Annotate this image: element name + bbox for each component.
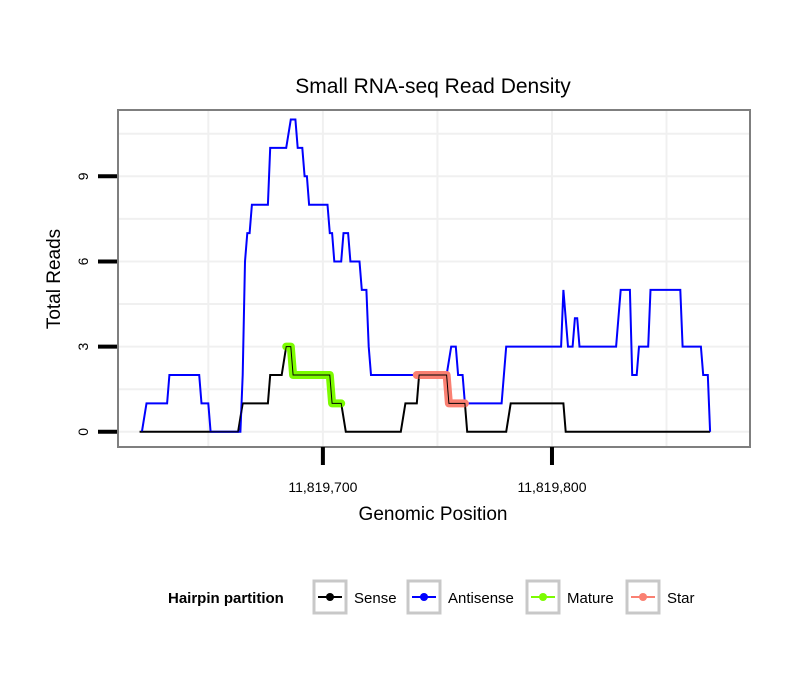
legend-item-sense: Sense — [312, 579, 397, 615]
axis-ticks: 11,819,700 11,819,800 0 3 6 9 — [75, 172, 587, 495]
chart-title: Small RNA-seq Read Density — [295, 75, 571, 98]
plot-border — [117, 109, 751, 448]
series-layer — [139, 118, 712, 433]
legend-label: Sense — [354, 590, 397, 607]
grid-lines — [119, 111, 749, 446]
legend-item-antisense: Antisense — [406, 579, 514, 615]
x-axis-label: Genomic Position — [359, 504, 508, 525]
y-tick-label: 0 — [75, 428, 91, 436]
y-tick-label: 3 — [75, 342, 91, 350]
legend: Hairpin partition Sense Antisense Mature Sta… — [168, 579, 695, 615]
legend-item-star: Star — [625, 579, 695, 615]
legend-item-mature: Mature — [525, 579, 614, 615]
legend-label: Star — [667, 590, 695, 607]
y-tick-label: 6 — [75, 257, 91, 265]
legend-key-point — [639, 593, 647, 601]
x-tick-label: 11,819,700 — [288, 479, 357, 495]
legend-key-point — [326, 593, 334, 601]
legend-label: Mature — [567, 590, 614, 607]
series-sense-overlay — [139, 346, 711, 433]
legend-title: Hairpin partition — [168, 590, 284, 607]
y-tick-label: 9 — [75, 172, 91, 180]
x-tick-label: 11,819,800 — [517, 479, 586, 495]
series-antisense-line — [140, 118, 712, 433]
legend-key-point — [539, 593, 547, 601]
y-axis-label: Total Reads — [44, 229, 65, 329]
legend-key-point — [420, 593, 428, 601]
legend-label: Antisense — [448, 590, 514, 607]
